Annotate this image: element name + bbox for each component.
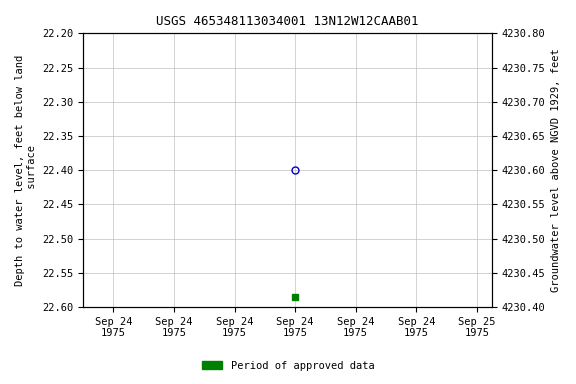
- Y-axis label: Depth to water level, feet below land
 surface: Depth to water level, feet below land su…: [15, 55, 37, 286]
- Title: USGS 465348113034001 13N12W12CAAB01: USGS 465348113034001 13N12W12CAAB01: [156, 15, 419, 28]
- Y-axis label: Groundwater level above NGVD 1929, feet: Groundwater level above NGVD 1929, feet: [551, 48, 561, 292]
- Legend: Period of approved data: Period of approved data: [198, 357, 378, 375]
